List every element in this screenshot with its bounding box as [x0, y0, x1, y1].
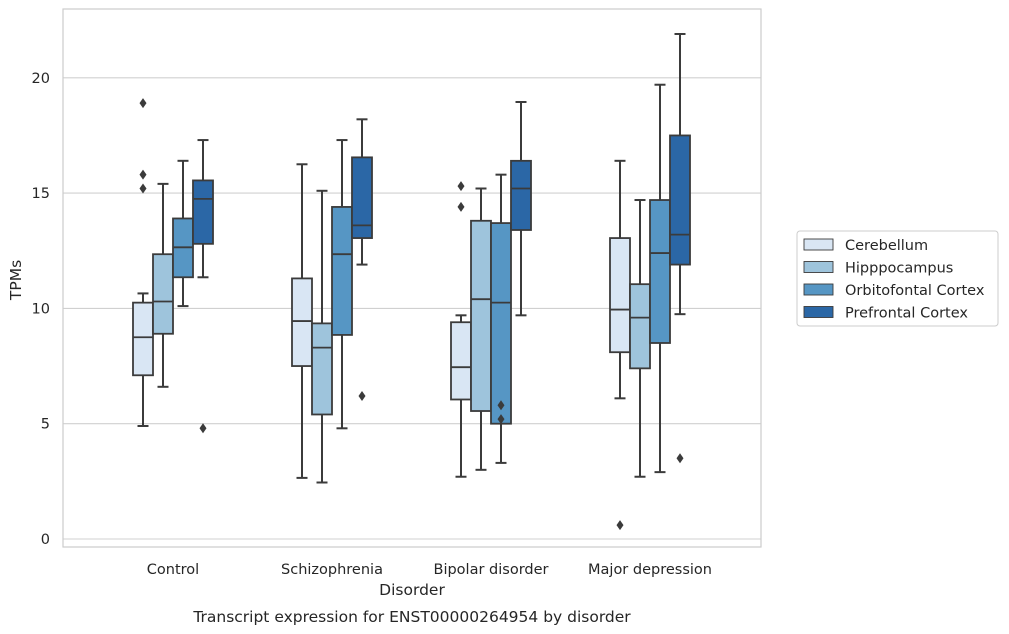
y-axis-label: TPMs [7, 260, 25, 301]
iqr-box [192, 179, 214, 245]
box-cerebellum [609, 159, 631, 531]
outlier-point [358, 391, 366, 402]
box-hipppocampus [629, 199, 651, 478]
box-prefrontal-cortex [351, 118, 373, 402]
iqr-box [510, 159, 532, 231]
y-tick-label: 10 [32, 301, 50, 317]
figure-caption: Transcript expression for ENST0000026495… [192, 608, 631, 626]
legend-swatch [803, 261, 834, 273]
iqr-box [450, 321, 472, 401]
box-cerebellum [291, 163, 313, 479]
y-tick-label: 20 [32, 71, 50, 87]
legend-label: Hipppocampus [845, 261, 953, 277]
iqr-box [311, 322, 333, 416]
legend-label: Prefrontal Cortex [845, 306, 968, 322]
plot-area-frame [62, 8, 762, 548]
outlier-point [139, 183, 147, 194]
outlier-point [457, 201, 465, 212]
legend: Cerebellum Hipppocampus Orbitofontal Corte… [796, 230, 999, 327]
box-hipppocampus [311, 189, 333, 484]
legend-swatch [803, 283, 834, 296]
outlier-point [457, 181, 465, 192]
iqr-box [291, 277, 313, 367]
x-tick-label: Major depression [588, 562, 712, 578]
y-tick-label: 15 [32, 186, 50, 202]
x-tick-labels: Control Schizophrenia Bipolar disorder Majo… [147, 562, 712, 578]
legend-swatch [803, 238, 834, 251]
box-orbitofontal-cortex [172, 159, 194, 308]
iqr-box [351, 156, 373, 239]
iqr-box [609, 237, 631, 354]
box-orbitofontal-cortex [490, 173, 512, 464]
legend-label: Orbitofontal Cortex [845, 283, 985, 299]
y-tick-label: 0 [41, 532, 50, 548]
box-orbitofontal-cortex [649, 83, 671, 474]
outlier-point [616, 520, 624, 531]
iqr-box [629, 283, 651, 370]
box-hipppocampus [470, 187, 492, 471]
legend-swatch [803, 306, 834, 318]
outlier-point [139, 169, 147, 180]
outlier-point [199, 423, 207, 434]
iqr-box [132, 301, 154, 377]
iqr-box [152, 253, 174, 335]
box-orbitofontal-cortex [331, 139, 353, 430]
gridlines [63, 77, 761, 540]
outlier-point [139, 98, 147, 109]
box-hipppocampus [152, 182, 174, 388]
y-tick-label: 5 [41, 417, 50, 433]
outlier-point [497, 414, 505, 425]
iqr-box [490, 222, 512, 425]
box-prefrontal-cortex [192, 139, 214, 434]
boxes [132, 32, 691, 531]
y-tick-labels: 0 5 10 15 20 [32, 71, 50, 548]
iqr-box [470, 219, 492, 412]
legend-label: Cerebellum [845, 238, 928, 254]
iqr-box [649, 199, 671, 344]
box-cerebellum [132, 98, 154, 428]
x-axis-label: Disorder [379, 581, 445, 599]
x-tick-label: Schizophrenia [281, 562, 383, 578]
box-prefrontal-cortex [669, 32, 691, 464]
legend-frame [796, 230, 999, 327]
outlier-point [497, 400, 505, 411]
iqr-box [669, 134, 691, 266]
box-prefrontal-cortex [510, 101, 532, 317]
x-tick-label: Bipolar disorder [434, 562, 549, 578]
box-cerebellum [450, 181, 472, 478]
outlier-point [676, 453, 684, 464]
x-tick-label: Control [147, 562, 199, 578]
iqr-box [331, 206, 353, 336]
